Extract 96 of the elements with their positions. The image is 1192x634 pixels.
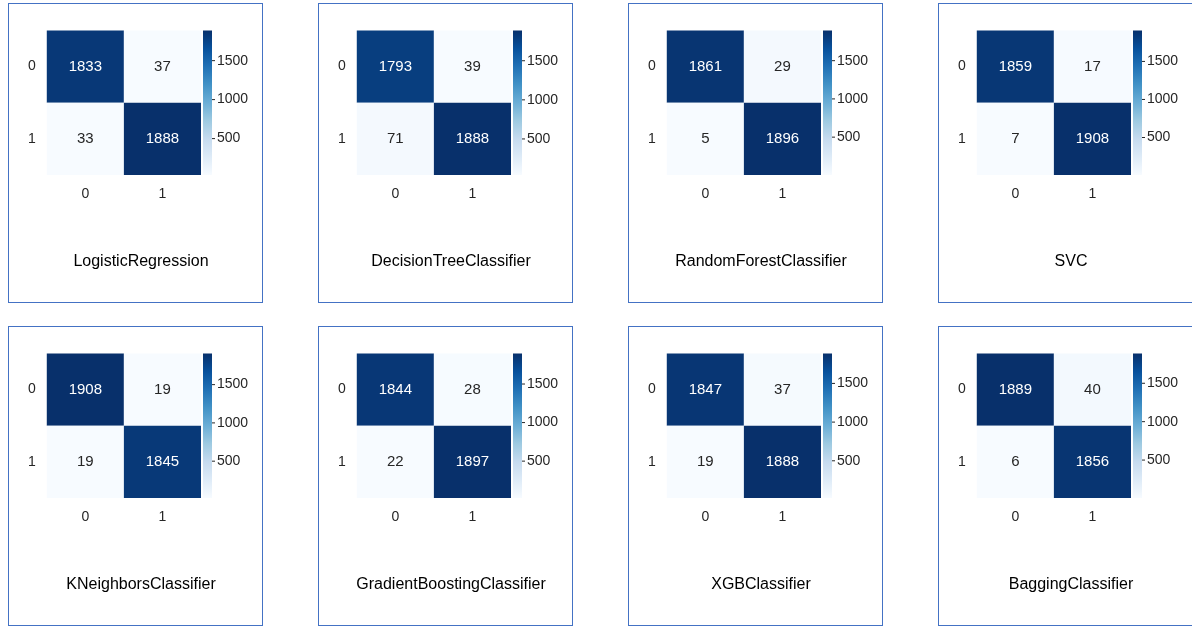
color-bar-label: 1500 — [527, 374, 559, 391]
text: GradientBoostingClassifier — [356, 574, 547, 592]
x-tick-label: 0 — [701, 508, 710, 525]
color-bar-label: 1000 — [527, 413, 559, 430]
color-bar-label: 500 — [1147, 450, 1171, 467]
text: RandomForestClassifier — [675, 251, 848, 269]
data-label: 1888 — [455, 128, 490, 146]
color-bar-label: 1000 — [217, 413, 249, 430]
x-tick-label: 1 — [1088, 185, 1097, 202]
color-bar-label: 1000 — [217, 90, 249, 107]
x-tick-label: 0 — [1011, 185, 1020, 202]
color-bar-label: 1500 — [217, 51, 249, 68]
y-tick-label: 1 — [337, 452, 346, 469]
data-label: 19 — [154, 379, 171, 397]
text: LogisticRegression — [73, 251, 209, 269]
y-tick-label: 1 — [957, 452, 966, 469]
color-bar-label: 1500 — [527, 51, 559, 68]
y-tick-label: 0 — [337, 380, 346, 397]
y-tick-label: 0 — [957, 57, 966, 74]
data-label: 1896 — [765, 128, 800, 146]
y-tick-label: 0 — [27, 57, 36, 74]
data-label: 1844 — [378, 379, 413, 397]
data-label: 19 — [697, 451, 714, 469]
color-bar-label: 500 — [837, 451, 861, 468]
data-label: 1845 — [145, 451, 180, 469]
x-tick-label: 1 — [778, 185, 787, 202]
y-tick-label: 1 — [647, 129, 656, 146]
data-label: 37 — [154, 56, 171, 74]
y-tick-label: 0 — [27, 380, 36, 397]
color-bar-label: 1500 — [217, 375, 249, 392]
color-bar-label: 500 — [527, 129, 551, 146]
data-label: 1889 — [998, 379, 1033, 397]
data-label: 40 — [1084, 379, 1101, 397]
x-tick-label: 1 — [468, 185, 477, 202]
color-bar-label: 1500 — [837, 374, 869, 391]
text: SVC — [1054, 251, 1088, 269]
x-tick-label: 1 — [1088, 508, 1097, 525]
data-label: 37 — [774, 379, 791, 397]
data-label: 71 — [387, 128, 404, 146]
x-tick-label: 0 — [391, 508, 400, 525]
x-tick-label: 0 — [1011, 508, 1020, 525]
data-label: 1859 — [998, 56, 1033, 74]
y-tick-label: 0 — [337, 57, 346, 74]
x-tick-label: 0 — [81, 185, 90, 202]
data-label: 1847 — [688, 379, 723, 397]
color-bar-label: 1000 — [837, 412, 869, 429]
color-bar-label: 500 — [217, 129, 241, 146]
data-label: 1908 — [1075, 128, 1110, 146]
y-tick-label: 1 — [957, 129, 966, 146]
color-bar-label: 1500 — [1147, 52, 1179, 69]
x-tick-label: 1 — [468, 508, 477, 525]
y-tick-label: 0 — [957, 380, 966, 397]
text: BaggingClassifier — [1008, 574, 1134, 592]
color-bar-label: 1500 — [837, 51, 869, 68]
data-label: 22 — [387, 451, 404, 469]
text: DecisionTreeClassifier — [371, 251, 532, 269]
y-tick-label: 1 — [27, 129, 36, 146]
data-label: 19 — [77, 451, 94, 469]
x-tick-label: 1 — [158, 185, 167, 202]
data-label: 1897 — [455, 451, 490, 469]
data-label: 7 — [1011, 128, 1020, 146]
data-label: 39 — [464, 56, 481, 74]
color-bar-label: 500 — [837, 128, 861, 145]
data-label: 29 — [774, 56, 791, 74]
color-bar-label: 500 — [527, 452, 551, 468]
x-tick-label: 1 — [778, 508, 787, 525]
data-label: 17 — [1084, 56, 1101, 74]
color-bar-label: 1000 — [527, 90, 559, 107]
data-label: 33 — [77, 128, 94, 146]
y-tick-label: 1 — [337, 129, 346, 146]
data-label: 1888 — [145, 128, 180, 146]
color-bar-label: 1000 — [1147, 90, 1179, 107]
data-label: 1888 — [765, 451, 800, 469]
color-bar-label: 1000 — [1147, 412, 1179, 429]
data-label: 1861 — [688, 56, 723, 74]
color-bar-label: 500 — [1147, 128, 1171, 145]
y-tick-label: 1 — [647, 452, 656, 469]
y-tick-label: 1 — [27, 452, 36, 469]
data-label: 28 — [464, 379, 481, 397]
x-tick-label: 0 — [701, 185, 710, 202]
x-tick-label: 0 — [81, 508, 90, 525]
data-label: 1908 — [68, 379, 103, 397]
color-bar-label: 1500 — [1147, 374, 1179, 391]
x-tick-label: 0 — [391, 185, 400, 202]
data-label: 6 — [1011, 451, 1020, 469]
color-bar-label: 1000 — [837, 89, 869, 106]
x-tick-label: 1 — [158, 508, 167, 525]
data-label: 1833 — [68, 56, 103, 74]
y-tick-label: 0 — [647, 57, 656, 74]
y-tick-label: 0 — [647, 380, 656, 397]
text: KNeighborsClassifier — [66, 574, 217, 592]
text: XGBClassifier — [711, 574, 812, 592]
data-label: 1856 — [1075, 451, 1110, 469]
data-label: 5 — [701, 128, 710, 146]
color-bar-label: 500 — [217, 452, 241, 469]
data-label: 1793 — [378, 56, 413, 74]
